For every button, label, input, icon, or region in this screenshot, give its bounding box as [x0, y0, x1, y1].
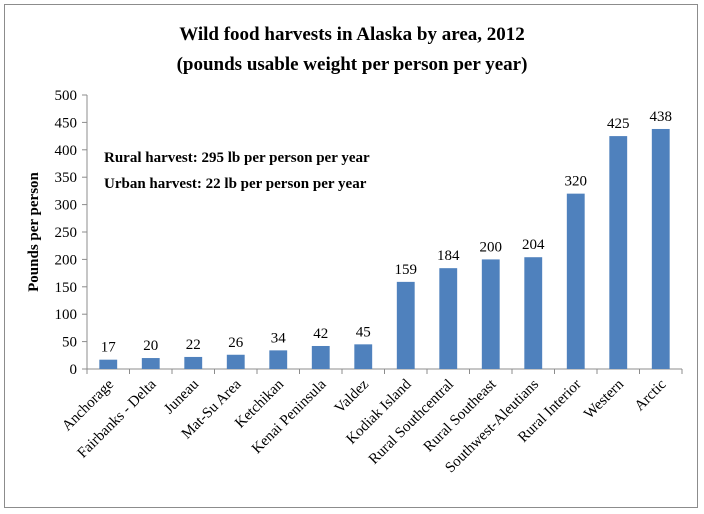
data-label: 159: [395, 262, 418, 278]
y-tick-label: 150: [55, 280, 78, 296]
x-tick-label: Arctic: [632, 376, 670, 414]
x-tick-label: Western: [581, 376, 627, 422]
data-label: 425: [607, 116, 630, 132]
chart-subtitle: (pounds usable weight per person per yea…: [177, 54, 528, 75]
x-tick-label: Fairbanks - Delta: [75, 376, 160, 461]
bar: [396, 281, 415, 369]
bar: [269, 350, 288, 369]
bar: [651, 128, 670, 369]
y-axis-label: Pounds per person: [26, 171, 42, 291]
bar: [99, 359, 118, 369]
bar: [566, 193, 585, 369]
bar: [354, 344, 373, 369]
chart-title: Wild food harvests in Alaska by area, 20…: [179, 24, 525, 45]
y-tick-label: 300: [55, 198, 78, 214]
data-label: 184: [437, 248, 460, 264]
x-tick-label: Valdez: [332, 376, 372, 416]
x-tick-label: Kenai Peninsula: [249, 376, 330, 457]
annotation-rural: Rural harvest: 295 lb per person per yea…: [104, 150, 370, 166]
data-label: 320: [565, 174, 588, 190]
y-tick-label: 500: [55, 88, 78, 104]
data-label: 22: [186, 337, 201, 353]
data-label: 17: [101, 340, 117, 356]
bar: [226, 354, 245, 369]
y-tick-label: 400: [55, 143, 78, 159]
data-label: 438: [650, 109, 673, 125]
y-tick-label: 200: [55, 252, 78, 268]
data-label: 45: [356, 324, 371, 340]
x-tick-label: Rural Southeast: [421, 376, 500, 455]
bar: [609, 136, 628, 369]
y-tick-label: 350: [55, 170, 78, 186]
data-label: 42: [313, 326, 328, 342]
annotation-urban: Urban harvest: 22 lb per person per year: [104, 176, 367, 192]
x-tick-label: Juneau: [161, 376, 202, 417]
y-tick-label: 450: [55, 115, 78, 131]
bar: [311, 345, 330, 369]
bar: [184, 356, 203, 369]
y-tick-label: 100: [55, 307, 78, 323]
bar: [481, 259, 500, 369]
data-label: 200: [480, 239, 503, 255]
bar: [524, 257, 543, 369]
data-label: 34: [271, 330, 287, 346]
y-tick-label: 250: [55, 225, 78, 241]
y-tick-label: 0: [70, 362, 78, 378]
bar: [439, 268, 458, 369]
data-label: 204: [522, 237, 545, 253]
bar: [141, 358, 160, 369]
data-label: 26: [228, 335, 244, 351]
y-tick-label: 50: [62, 335, 77, 351]
data-label: 20: [143, 338, 158, 354]
